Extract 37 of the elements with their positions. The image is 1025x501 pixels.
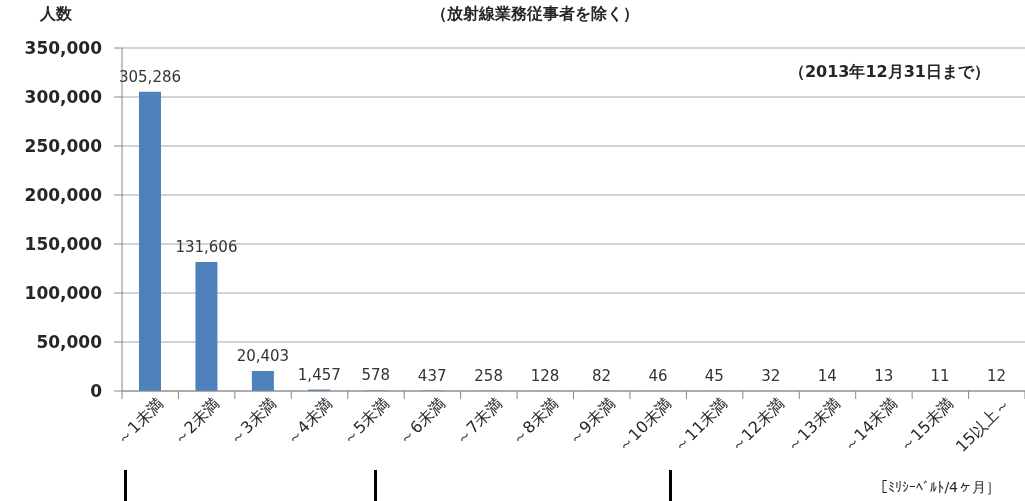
data-label: 131,606	[175, 238, 238, 257]
data-label: 32	[761, 366, 781, 385]
y-axis-title: 人数	[40, 4, 72, 23]
data-label: 14	[817, 366, 837, 385]
data-label: 128	[530, 366, 560, 385]
x-tick-label: ～6未満	[394, 394, 450, 449]
data-label: 82	[591, 366, 612, 385]
x-tick-label: ～1未満	[112, 394, 168, 449]
data-label: 305,286	[118, 67, 182, 86]
y-tick-label: 300,000	[24, 87, 103, 108]
y-tick-label: 0	[90, 381, 103, 402]
x-tick-label: ～9未満	[564, 394, 619, 449]
y-tick-label: 100,000	[24, 283, 103, 304]
y-tick-label: 50,000	[36, 332, 103, 353]
data-label: 46	[648, 366, 668, 385]
x-tick-label: ～7未満	[451, 394, 506, 449]
x-tick-label: ～2未満	[169, 394, 224, 449]
x-tick-label: ～8未満	[507, 394, 563, 449]
data-label: 578	[361, 366, 391, 385]
y-tick-label: 150,000	[24, 234, 103, 255]
data-label: 12	[987, 366, 1007, 385]
x-tick-label: ～5未満	[338, 394, 393, 449]
y-tick-label: 200,000	[24, 185, 103, 206]
x-axis-title: ［ﾐﾘｼｰﾍﾞﾙﾄ/4ヶ月］	[874, 479, 1000, 495]
data-label: 13	[874, 366, 894, 385]
data-label: 20,403	[236, 347, 290, 366]
chart-title: （放射線業務従事者を除く）	[431, 4, 639, 23]
data-label: 45	[704, 366, 724, 385]
x-tick-label: ～3未満	[225, 394, 281, 449]
data-label: 258	[474, 366, 503, 385]
data-label: 437	[417, 366, 447, 385]
data-label: 1,457	[297, 365, 341, 384]
y-tick-label: 350,000	[24, 38, 103, 59]
y-tick-label: 250,000	[24, 136, 103, 157]
annotation: （2013年12月31日まで）	[788, 62, 990, 81]
data-label: 11	[930, 366, 950, 385]
x-tick-label: ～4未満	[281, 394, 337, 449]
